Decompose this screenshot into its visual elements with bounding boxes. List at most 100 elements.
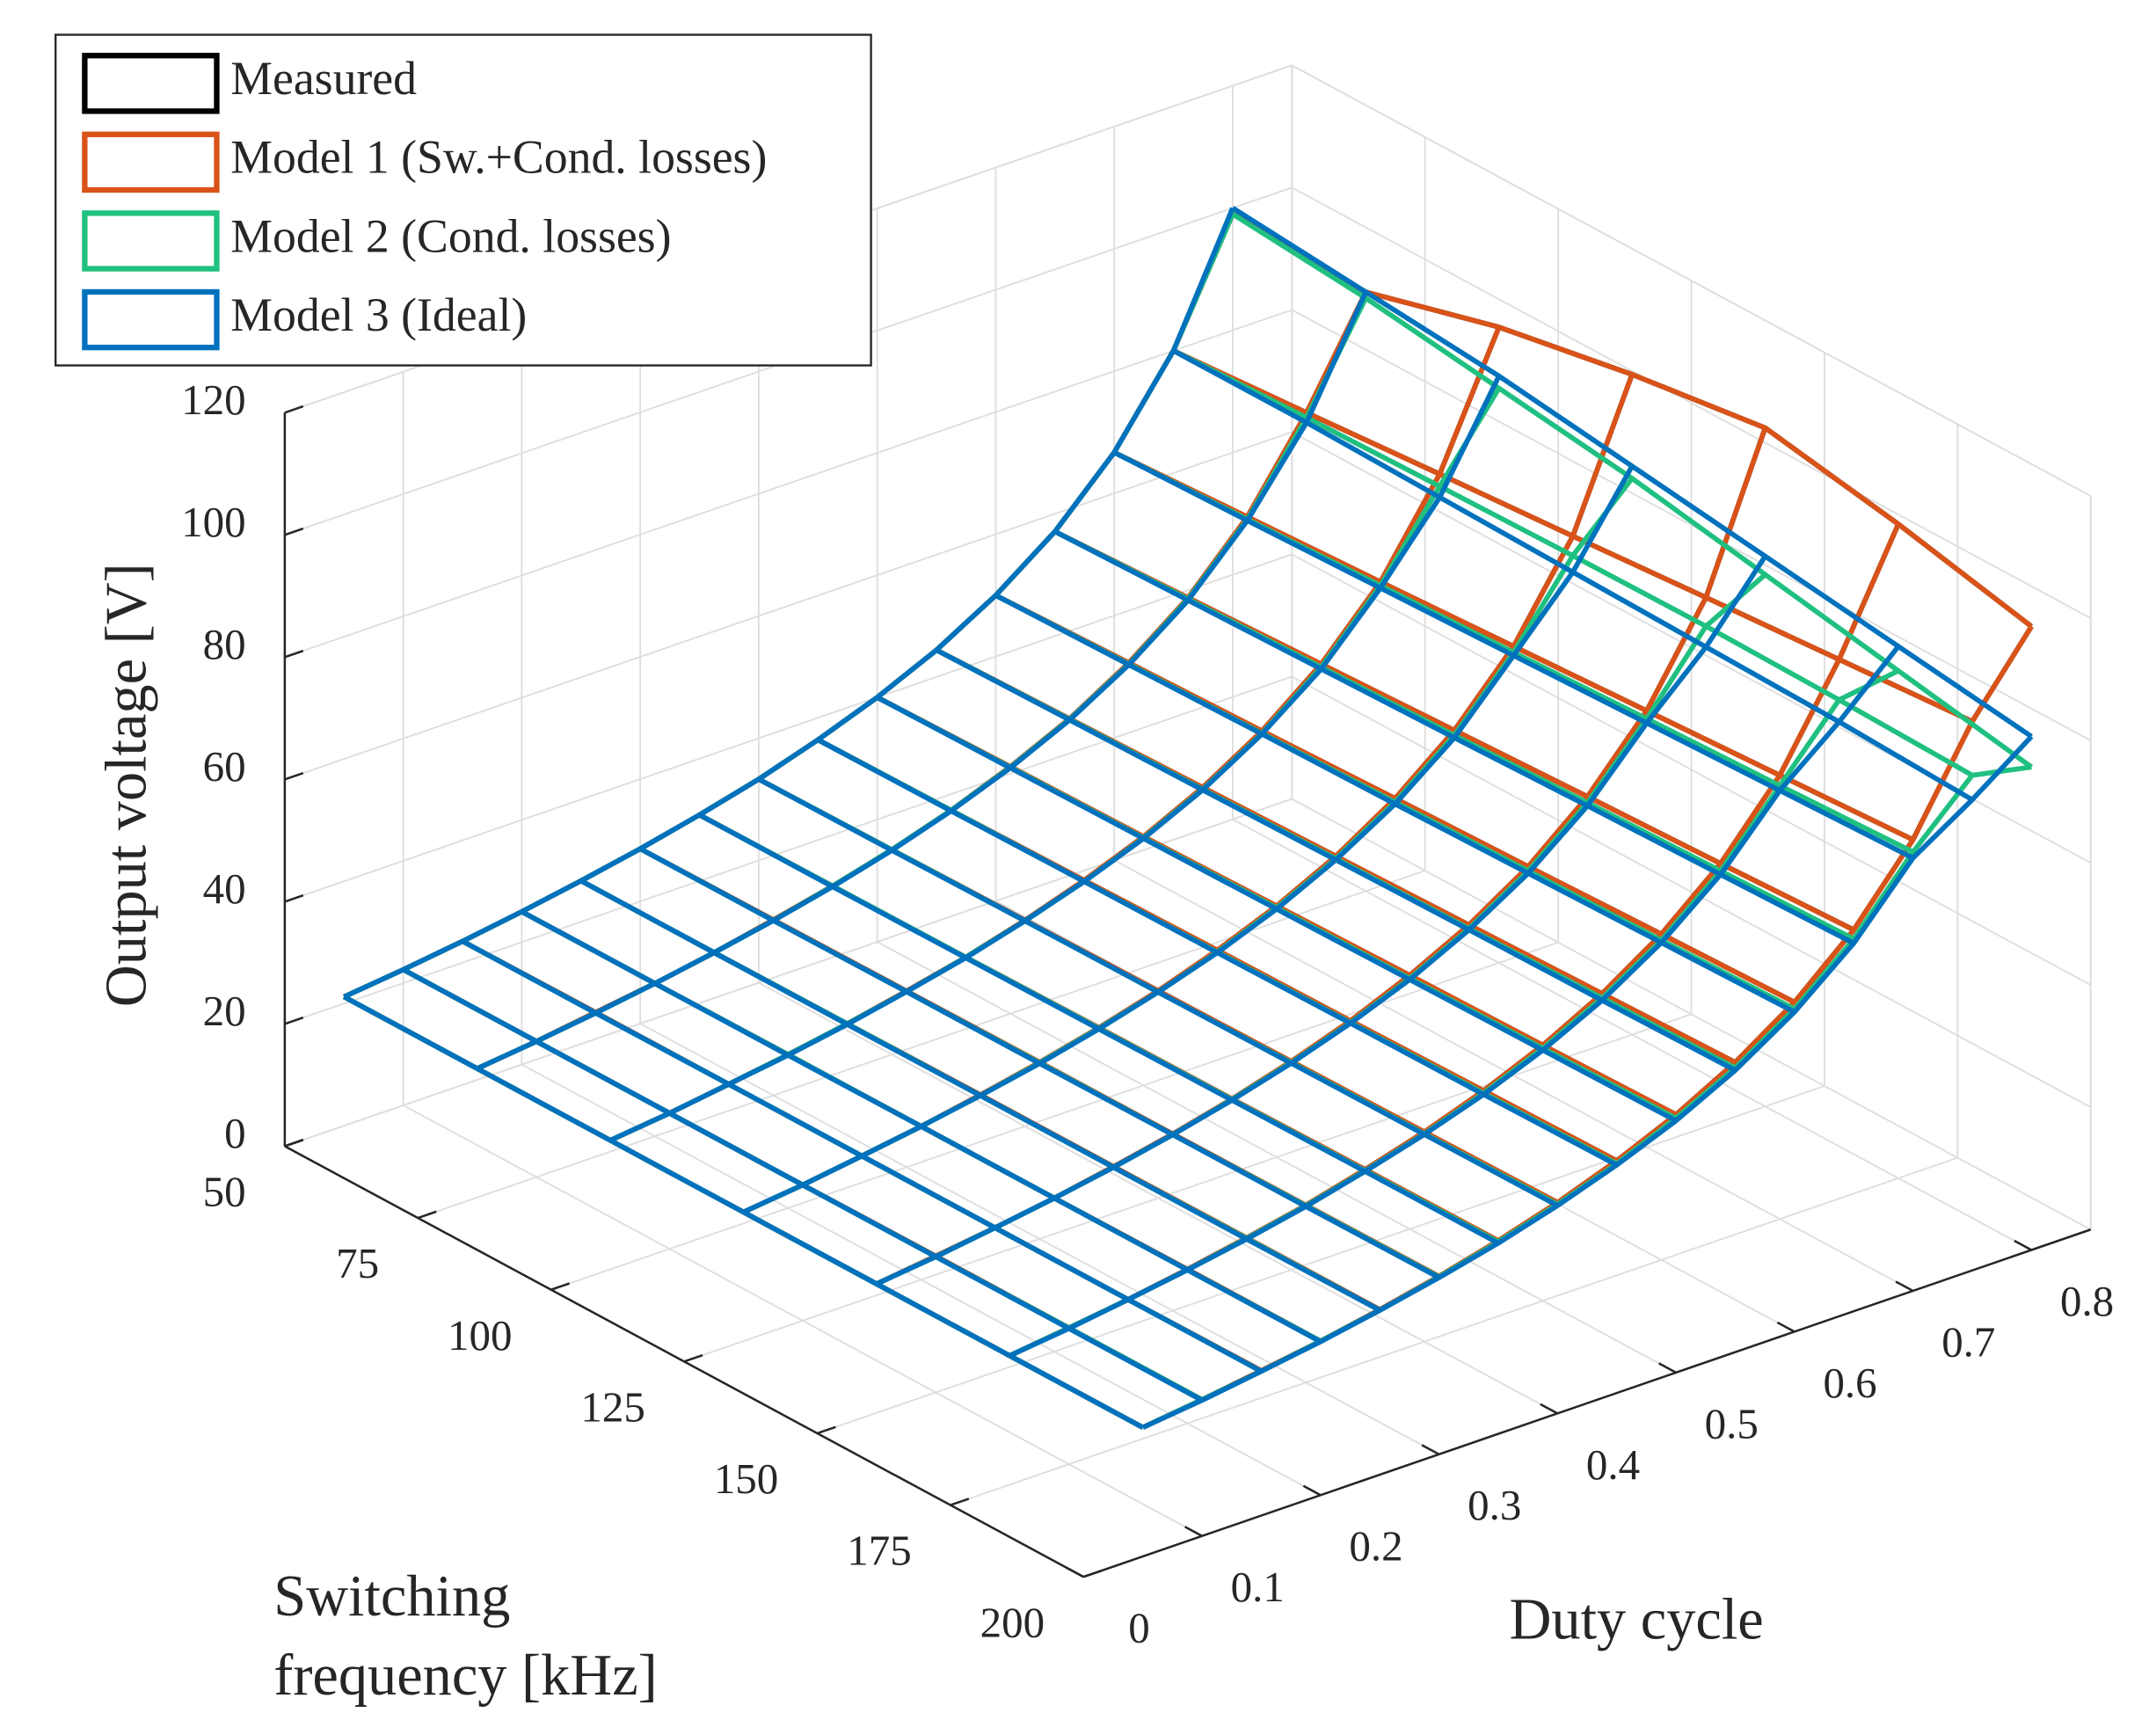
x-tick <box>1540 1403 1558 1415</box>
y-tick-label: 125 <box>580 1382 645 1431</box>
mesh-line <box>638 846 1440 1280</box>
mesh-line <box>608 375 1502 1143</box>
grid-line <box>950 1156 1958 1506</box>
x-tick <box>1658 1362 1677 1374</box>
mesh-line <box>875 555 1767 1286</box>
z-tick-label: 0 <box>224 1109 245 1157</box>
mesh-line <box>816 737 1619 1168</box>
mesh-line <box>343 207 1235 1000</box>
grid-line <box>284 798 1293 1148</box>
mesh-line <box>1231 206 2033 739</box>
x-tick-label: 0.2 <box>1349 1522 1402 1571</box>
grid-line <box>1291 798 2092 1231</box>
grid-line <box>1291 309 2092 741</box>
mesh-line <box>1172 348 1974 802</box>
box-edge <box>1291 64 2092 497</box>
y-axis-label: Switching <box>273 1564 510 1629</box>
z-tick-label: 20 <box>203 987 246 1035</box>
z-tick-label: 80 <box>203 620 246 668</box>
mesh-line <box>1141 624 2034 1430</box>
y-tick <box>950 1498 970 1506</box>
mesh-line <box>579 878 1381 1313</box>
legend-swatch <box>82 131 220 193</box>
mesh-line <box>742 464 1635 1215</box>
mesh-line <box>994 593 1796 1015</box>
z-tick-label: 120 <box>181 375 245 424</box>
mesh-line <box>476 290 1368 1071</box>
mesh-line <box>461 938 1263 1374</box>
mesh-line <box>757 776 1559 1208</box>
grid-line <box>284 309 1293 659</box>
legend-swatch <box>82 210 220 272</box>
z-axis-label: Output voltage [V] <box>94 563 158 1007</box>
y-tick <box>683 1353 703 1363</box>
legend-swatch <box>82 53 220 114</box>
legend-label: Model 3 (Ideal) <box>230 288 527 341</box>
y-tick <box>550 1282 571 1291</box>
x-tick <box>1776 1321 1795 1333</box>
legend-label: Measured <box>230 52 417 105</box>
x-tick-label: 0 <box>1128 1604 1149 1652</box>
mesh-line <box>1053 528 1855 946</box>
mesh-line <box>1231 212 2034 769</box>
grid-line <box>1291 675 2092 1109</box>
legend-swatch <box>82 288 220 351</box>
y-tick-label: 200 <box>980 1598 1045 1646</box>
z-tick-label: 100 <box>181 498 245 546</box>
grid-line <box>1291 553 2092 987</box>
y-tick-label: 50 <box>203 1168 246 1216</box>
y-axis-label: frequency [kHz] <box>273 1643 658 1708</box>
z-tick <box>284 1017 304 1025</box>
z-tick <box>284 404 304 414</box>
y-tick <box>284 1139 304 1148</box>
x-tick <box>1066 1566 1084 1578</box>
mesh-line <box>1009 645 1901 1359</box>
grid-line <box>683 1013 1692 1363</box>
y-tick <box>417 1210 437 1220</box>
legend-label: Model 2 (Cond. losses) <box>230 209 671 262</box>
legend: Measured Model 1 (Sw.+Cond. losses) Model … <box>55 33 872 367</box>
x-tick-label: 0.8 <box>2060 1277 2114 1325</box>
grid-line <box>1291 186 2092 619</box>
z-tick <box>284 893 304 903</box>
y-tick-label: 150 <box>714 1454 778 1503</box>
z-tick-label: 40 <box>203 864 246 913</box>
grid-line <box>417 870 1426 1219</box>
y-tick-label: 75 <box>336 1239 379 1287</box>
y-tick <box>1082 1569 1103 1578</box>
mesh-line <box>1141 624 2034 1430</box>
z-tick <box>284 649 304 659</box>
x-axis <box>1082 1228 2092 1578</box>
x-tick <box>1895 1280 1914 1293</box>
x-tick-label: 0.3 <box>1468 1481 1521 1529</box>
mesh-line <box>1112 449 1914 861</box>
x-tick <box>1302 1484 1322 1497</box>
mesh-line <box>698 813 1500 1246</box>
grid-line <box>284 675 1293 1025</box>
x-tick-label: 0.7 <box>1941 1317 1995 1366</box>
x-tick-label: 0.5 <box>1705 1399 1759 1447</box>
mesh-line <box>1172 348 1974 725</box>
y-tick-label: 100 <box>448 1311 512 1359</box>
y-tick-label: 175 <box>847 1527 911 1575</box>
mesh-line <box>1141 734 2034 1430</box>
legend-box <box>55 33 872 367</box>
mesh-line <box>876 695 1678 1123</box>
mesh-line <box>935 647 1737 1073</box>
x-axis-label: Duty cycle <box>1510 1588 1764 1652</box>
grid-line <box>550 941 1559 1291</box>
mesh-line <box>521 909 1322 1345</box>
x-tick-label: 0.6 <box>1823 1359 1876 1407</box>
legend-label: Model 1 (Sw.+Cond. losses) <box>230 131 767 184</box>
grid-line <box>817 1085 1825 1434</box>
z-tick <box>284 527 304 536</box>
z-tick <box>284 771 304 781</box>
grid-line <box>284 431 1293 781</box>
mesh-line <box>342 995 1145 1430</box>
mesh-line <box>402 967 1204 1403</box>
grid-line <box>284 553 1293 903</box>
z-tick-label: 60 <box>203 742 246 791</box>
x-tick-label: 0.4 <box>1586 1440 1640 1489</box>
